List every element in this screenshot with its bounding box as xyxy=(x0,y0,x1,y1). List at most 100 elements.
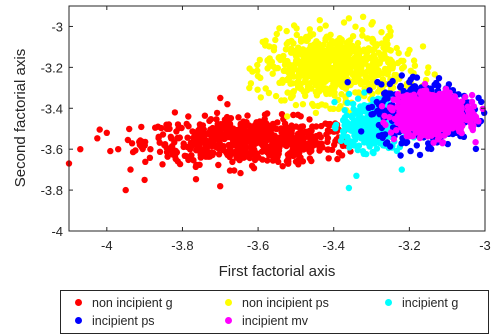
legend-label: non incipient ps xyxy=(242,296,329,310)
data-point xyxy=(231,148,239,156)
y-axis-ticks: -3 -3.2 -3.4 -3.6 -3.8 -4 xyxy=(41,19,485,239)
data-point xyxy=(318,122,325,130)
data-point xyxy=(257,119,264,126)
data-point xyxy=(282,46,290,53)
data-point xyxy=(278,97,285,104)
data-point xyxy=(297,80,305,88)
data-point xyxy=(262,119,270,127)
data-point xyxy=(314,76,321,84)
data-point xyxy=(316,83,324,90)
data-point xyxy=(224,101,231,108)
data-point xyxy=(175,124,182,132)
data-point xyxy=(352,49,359,56)
data-point xyxy=(262,85,269,92)
data-point xyxy=(264,157,271,164)
data-point xyxy=(256,56,263,64)
x-tick-label: -4 xyxy=(101,238,113,253)
data-point xyxy=(331,98,338,106)
data-point xyxy=(172,155,179,163)
data-point xyxy=(475,118,482,125)
data-point xyxy=(393,147,400,155)
x-tick-label: -3 xyxy=(479,238,491,253)
data-point xyxy=(203,146,210,154)
data-point xyxy=(324,60,331,67)
data-point xyxy=(171,109,179,116)
data-point xyxy=(287,94,295,102)
data-point xyxy=(425,64,432,71)
data-point xyxy=(426,116,434,123)
data-point xyxy=(394,119,401,127)
data-point xyxy=(479,105,486,113)
data-point xyxy=(321,79,328,86)
data-point xyxy=(126,125,133,133)
data-point xyxy=(297,113,304,120)
data-point xyxy=(322,22,329,29)
data-point xyxy=(439,140,446,147)
data-point xyxy=(337,40,344,47)
data-point xyxy=(275,158,282,165)
data-point xyxy=(345,46,353,53)
data-point xyxy=(367,120,375,127)
data-point xyxy=(306,26,313,33)
data-point xyxy=(406,78,413,86)
data-point xyxy=(163,148,171,156)
data-point xyxy=(387,47,394,54)
data-point xyxy=(278,111,286,118)
data-point xyxy=(247,80,255,87)
data-point xyxy=(373,145,381,152)
data-point xyxy=(337,137,345,144)
data-point xyxy=(238,137,246,144)
data-point xyxy=(403,132,410,140)
data-point xyxy=(217,183,224,190)
data-point xyxy=(448,100,455,107)
data-point xyxy=(398,166,405,173)
data-point xyxy=(345,90,353,98)
data-point xyxy=(341,114,349,121)
data-point xyxy=(235,114,242,121)
data-point xyxy=(254,72,262,80)
legend-item-incipient-ps: incipient ps xyxy=(75,313,155,329)
data-point xyxy=(430,139,437,146)
data-point xyxy=(353,68,360,75)
data-point xyxy=(270,44,278,51)
data-point xyxy=(352,89,359,96)
data-point xyxy=(290,111,297,119)
data-point xyxy=(406,46,413,54)
data-point xyxy=(435,128,442,135)
data-point xyxy=(413,74,421,81)
data-point xyxy=(302,76,309,84)
data-point xyxy=(250,165,258,172)
x-tick-label: -3.8 xyxy=(171,238,193,253)
data-point xyxy=(478,98,485,106)
data-point xyxy=(303,62,311,70)
data-point xyxy=(103,129,111,136)
data-point xyxy=(413,142,420,149)
x-axis-label: First factorial axis xyxy=(219,263,336,280)
data-point xyxy=(124,136,132,144)
data-point xyxy=(330,105,337,113)
data-point xyxy=(341,50,348,58)
data-point xyxy=(365,128,372,135)
data-point xyxy=(395,49,402,57)
data-point xyxy=(331,141,338,148)
data-point xyxy=(275,134,282,141)
data-point xyxy=(239,152,246,159)
legend-marker xyxy=(225,317,232,325)
legend: non incipient g non incipient ps incipie… xyxy=(60,290,489,334)
data-point xyxy=(107,147,114,155)
data-point xyxy=(378,29,385,36)
x-tick-label: -3.6 xyxy=(247,238,269,253)
data-point xyxy=(274,119,281,126)
data-point xyxy=(216,140,223,147)
data-point xyxy=(331,84,338,91)
data-point xyxy=(299,158,307,165)
data-point xyxy=(290,40,297,47)
data-point xyxy=(458,129,465,137)
y-tick-label: -3.6 xyxy=(41,142,63,157)
data-point xyxy=(303,37,310,44)
x-axis-ticks: -4 -3.8 -3.6 -3.4 -3.2 -3 xyxy=(101,6,491,253)
data-point xyxy=(424,69,431,77)
data-point xyxy=(129,148,137,156)
data-point xyxy=(390,61,397,68)
data-point xyxy=(282,133,290,141)
